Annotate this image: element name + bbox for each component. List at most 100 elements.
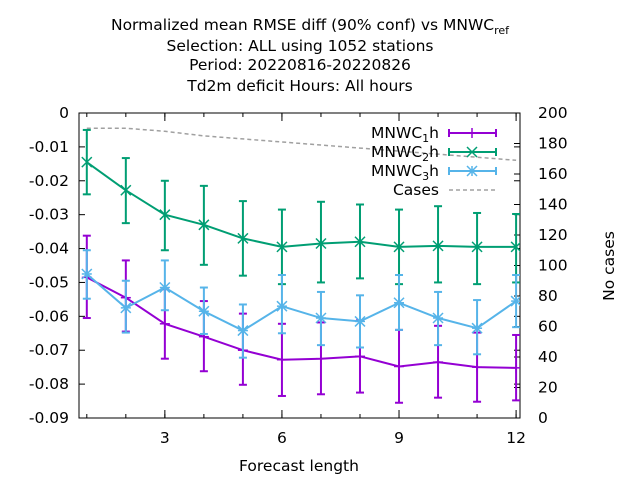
legend-label: MNWC3h <box>371 162 439 183</box>
marker-stroke <box>315 237 327 250</box>
x-tick-label: 3 <box>160 429 170 447</box>
series-line <box>86 161 517 248</box>
marker-stroke <box>276 300 288 312</box>
marker-stroke <box>81 156 93 168</box>
marker-stroke <box>471 241 483 253</box>
series-mnwc-1h <box>81 234 520 404</box>
data-point <box>393 241 405 253</box>
data-point <box>393 297 405 309</box>
legend-item: Cases <box>393 181 496 199</box>
y-tick-label: -0.01 <box>29 138 69 156</box>
y-tick-label: -0.02 <box>29 172 69 190</box>
data-point <box>510 241 520 253</box>
data-point <box>315 312 327 324</box>
series-line <box>86 276 517 369</box>
marker-stroke <box>510 296 520 307</box>
marker-stroke <box>432 312 444 324</box>
y2-tick-label: 120 <box>538 226 568 244</box>
y-tick-label: -0.03 <box>29 206 69 224</box>
data-point <box>276 354 287 365</box>
x-tick-label: 12 <box>506 429 526 447</box>
data-point <box>159 209 171 221</box>
y2-tick-label: 100 <box>538 257 568 275</box>
data-point <box>354 315 366 327</box>
y-tick-label: -0.04 <box>29 240 69 258</box>
marker-stroke <box>159 209 171 221</box>
marker-stroke <box>510 241 520 253</box>
y2-tick-label: 0 <box>538 409 548 427</box>
marker-stroke <box>120 184 132 196</box>
data-point <box>237 232 249 244</box>
legend-label: MNWC1h <box>371 124 439 145</box>
y2-tick-label: 20 <box>538 379 558 397</box>
y2-axis-label: No cases <box>600 231 618 301</box>
data-point <box>198 305 210 317</box>
marker-stroke <box>466 165 478 177</box>
data-point <box>276 300 288 312</box>
data-point <box>81 268 93 280</box>
marker-stroke <box>432 240 444 252</box>
error-bar <box>473 211 482 286</box>
marker-stroke <box>471 322 483 334</box>
legend-item: MNWC2h <box>371 143 497 164</box>
title-line-1: Normalized mean RMSE diff (90% conf) vs … <box>111 16 510 37</box>
plot-area: 0 -0.01 -0.02 -0.03 -0.04 -0.05 -0.06 -0.07 -0.0… <box>29 104 568 447</box>
data-point <box>315 353 326 364</box>
y-tick-label: -0.08 <box>29 375 69 393</box>
series-line <box>86 273 517 332</box>
data-point <box>198 219 210 231</box>
y2-tick-label: 160 <box>538 165 568 183</box>
data-point <box>120 184 132 196</box>
error-bar <box>434 205 443 284</box>
data-point <box>510 295 520 307</box>
x-tick-label: 9 <box>394 429 404 447</box>
data-point <box>432 312 444 324</box>
cases-line <box>86 127 517 162</box>
marker-stroke <box>354 315 366 327</box>
data-point <box>237 325 249 337</box>
marker-stroke <box>81 268 93 280</box>
plot-frame <box>78 112 521 419</box>
data-point <box>120 302 132 314</box>
y-tick-label: -0.06 <box>29 307 69 325</box>
marker-stroke <box>198 305 210 317</box>
y2-tick-label: 200 <box>538 104 568 122</box>
marker-stroke <box>120 302 132 314</box>
marker-stroke <box>315 312 327 324</box>
marker-stroke <box>159 281 171 294</box>
title-line-3: Period: 20220816-20220826 <box>189 56 411 74</box>
title-line-2: Selection: ALL using 1052 stations <box>167 37 434 55</box>
chart-title: Normalized mean RMSE diff (90% conf) vs … <box>111 16 510 95</box>
marker-stroke <box>237 232 249 244</box>
legend-item: MNWC1h <box>371 124 497 145</box>
plot-data <box>81 127 520 404</box>
y-tick-label: 0 <box>59 104 69 122</box>
y2-tick-label: 80 <box>538 287 558 305</box>
data-point <box>354 351 365 362</box>
y2-tick-label: 180 <box>538 135 568 153</box>
title-line-4: Td2m deficit Hours: All hours <box>186 77 412 95</box>
data-point <box>471 241 483 253</box>
data-point <box>432 240 444 252</box>
marker-stroke <box>354 236 366 248</box>
data-point <box>472 362 483 373</box>
x-axis-label: Forecast length <box>239 457 359 475</box>
y-tick-label: -0.05 <box>29 273 69 291</box>
legend-item: MNWC3h <box>371 162 497 183</box>
y2-tick-label: 40 <box>538 348 558 366</box>
data-point <box>354 236 366 248</box>
series-mnwc-3h <box>81 249 520 359</box>
y2-tick-label: 140 <box>538 196 568 214</box>
data-point <box>394 361 405 372</box>
marker-stroke <box>393 241 405 253</box>
legend-label: Cases <box>393 181 439 199</box>
data-point <box>315 237 327 250</box>
data-point <box>81 156 93 168</box>
y-tick-label: -0.07 <box>29 341 69 359</box>
legend-label: MNWC2h <box>371 143 439 164</box>
data-point <box>276 241 288 253</box>
series-mnwc-2h <box>81 128 520 286</box>
data-point <box>159 281 171 294</box>
